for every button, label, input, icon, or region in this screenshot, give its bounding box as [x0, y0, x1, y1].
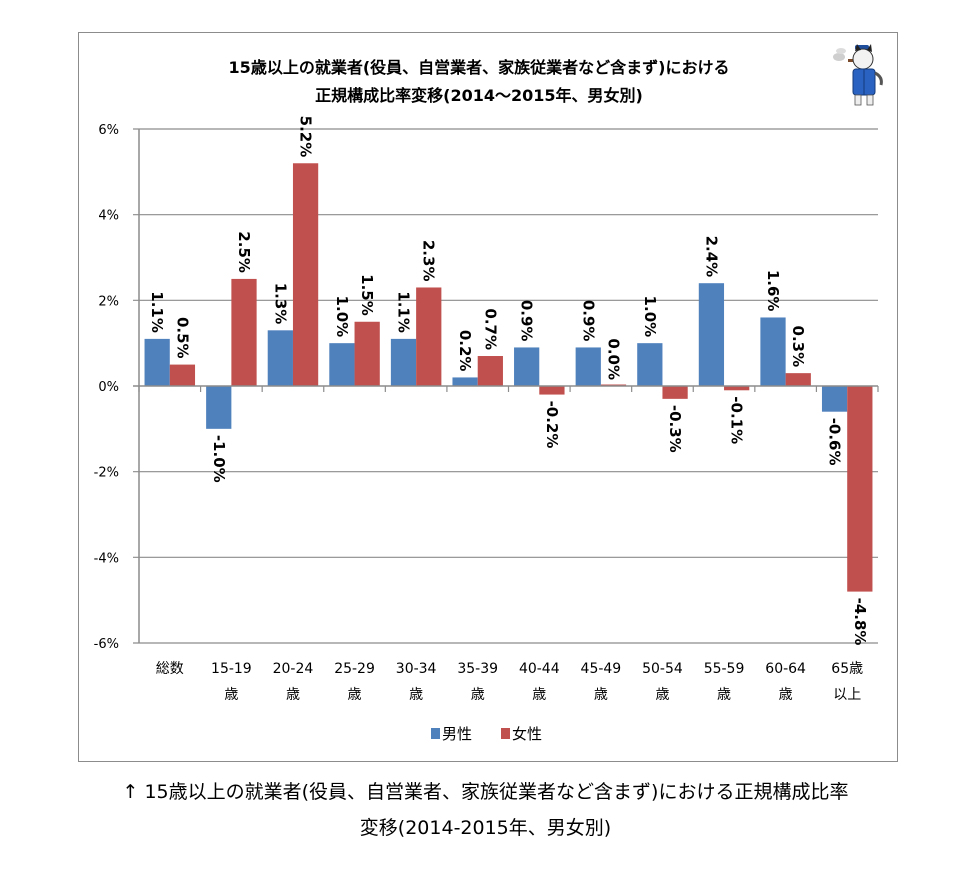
data-label: -0.6%: [826, 418, 844, 466]
data-label: 1.3%: [271, 283, 289, 325]
bar-female: [416, 287, 442, 386]
data-label: 1.0%: [333, 296, 351, 338]
data-label: 1.1%: [148, 291, 166, 333]
bar-male: [329, 343, 355, 386]
x-category-label: 歳: [348, 687, 362, 703]
chart-frame: 15歳以上の就業者(役員、自営業者、家族従業者など含まず)における 正規構成比率…: [78, 32, 898, 762]
data-label: 2.5%: [235, 231, 253, 273]
bar-male: [144, 338, 170, 386]
data-label: 0.7%: [481, 308, 499, 350]
y-tick-label: -2%: [94, 466, 119, 481]
bar-female: [292, 163, 319, 386]
x-category-label: 歳: [779, 687, 793, 703]
data-label: 1.5%: [358, 274, 376, 316]
x-category-label: 60-64: [765, 661, 806, 677]
x-axis-category-labels: 総数 15-19 歳 20-24 歳 25-29 歳 30-34 歳 35-39 歳 40-44 歳 45…: [156, 661, 863, 703]
bar-male: [206, 386, 232, 429]
y-tick-label: 0%: [98, 380, 119, 395]
bar-male: [698, 283, 725, 386]
bar-male: [514, 347, 540, 386]
bar-male: [637, 343, 663, 386]
legend-label-female: 女性: [512, 725, 542, 743]
y-tick-label: 6%: [98, 123, 119, 138]
bar-female: [477, 356, 503, 386]
legend-swatch-female: [501, 728, 510, 739]
data-label: 0.5%: [173, 317, 191, 359]
x-category-label: 55-59: [704, 661, 745, 677]
data-label: 0.2%: [456, 330, 474, 372]
y-tick-label: -4%: [94, 551, 119, 566]
y-axis-tick-labels: 6% 4% 2% 0% -2% -4% -6%: [94, 123, 119, 652]
chart-title-line-1: 15歳以上の就業者(役員、自営業者、家族従業者など含まず)における: [229, 58, 730, 77]
bar-female: [231, 278, 257, 386]
data-label: 1.1%: [395, 291, 413, 333]
bar-male: [267, 330, 293, 386]
cat-mascot-icon: [833, 44, 883, 106]
data-label: -0.1%: [728, 396, 746, 444]
data-label: -4.8%: [851, 598, 869, 646]
bar-male: [575, 347, 601, 386]
x-category-label: 以上: [833, 687, 861, 703]
x-category-label: 歳: [717, 687, 731, 703]
x-category-label: 歳: [532, 687, 546, 703]
data-label: 0.3%: [789, 326, 807, 368]
x-category-label: 45-49: [581, 661, 622, 677]
bar-female: [539, 386, 565, 395]
data-labels: 1.1% -1.0% 1.3% 1.0% 1.1% 0.2% 0.9% 0.9% 1.0% 2.4…: [148, 116, 869, 646]
data-label: 1.0%: [641, 296, 659, 338]
bar-female: [785, 373, 811, 386]
data-label: -0.3%: [666, 405, 684, 453]
y-tick-label: 2%: [98, 294, 119, 309]
legend-swatch-male: [431, 728, 440, 739]
data-label: 5.2%: [297, 116, 315, 158]
data-label: 0.0%: [604, 338, 622, 380]
bar-female: [662, 386, 688, 399]
caption-line-1: ↑ 15歳以上の就業者(役員、自営業者、家族従業者など含まず)における正規構成比…: [0, 774, 971, 810]
data-label: 1.6%: [764, 270, 782, 312]
caption-text-1: 15歳以上の就業者(役員、自営業者、家族従業者など含まず)における正規構成比率: [144, 781, 849, 803]
x-category-label: 65歳: [831, 661, 863, 677]
data-label: 2.4%: [702, 236, 720, 278]
chart-title-line-2: 正規構成比率変移(2014～2015年、男女別): [315, 86, 643, 105]
x-category-label: 50-54: [642, 661, 683, 677]
data-label: 0.9%: [579, 300, 597, 342]
x-category-label: 20-24: [273, 661, 314, 677]
x-category-label: 35-39: [457, 661, 498, 677]
bars: [144, 163, 873, 592]
x-category-label: 歳: [286, 687, 300, 703]
x-category-label: 歳: [655, 687, 669, 703]
data-label: 0.9%: [518, 300, 536, 342]
bar-female: [354, 321, 380, 386]
bar-chart: 15歳以上の就業者(役員、自営業者、家族従業者など含まず)における 正規構成比率…: [94, 44, 883, 743]
x-category-label: 25-29: [334, 661, 375, 677]
figure-caption: ↑ 15歳以上の就業者(役員、自営業者、家族従業者など含まず)における正規構成比…: [0, 774, 971, 846]
bar-male: [390, 338, 417, 386]
axes: [133, 129, 879, 643]
x-category-label: 40-44: [519, 661, 560, 677]
data-label: -1.0%: [210, 435, 228, 483]
bar-male: [760, 317, 786, 386]
up-arrow-icon: ↑: [122, 781, 139, 803]
bar-male: [821, 386, 848, 412]
bar-male: [452, 377, 478, 386]
x-category-label: 歳: [409, 687, 423, 703]
x-category-label: 歳: [224, 687, 238, 703]
y-tick-label: 4%: [98, 209, 119, 224]
legend-label-male: 男性: [442, 725, 472, 743]
bar-female: [847, 386, 873, 592]
caption-text-2: 変移(2014-2015年、男女別): [359, 817, 612, 839]
data-label: -0.2%: [543, 401, 561, 449]
x-category-label: 30-34: [396, 661, 437, 677]
bar-female: [169, 364, 196, 386]
x-category-label: 歳: [594, 687, 608, 703]
y-tick-label: -6%: [94, 637, 119, 652]
x-category-label: 歳: [471, 687, 485, 703]
data-label: 2.3%: [420, 240, 438, 282]
legend: 男性 女性: [431, 725, 542, 743]
x-category-label: 総数: [156, 661, 184, 677]
gridlines: [133, 128, 878, 644]
bar-female: [724, 386, 750, 391]
x-category-label: 15-19: [211, 661, 252, 677]
